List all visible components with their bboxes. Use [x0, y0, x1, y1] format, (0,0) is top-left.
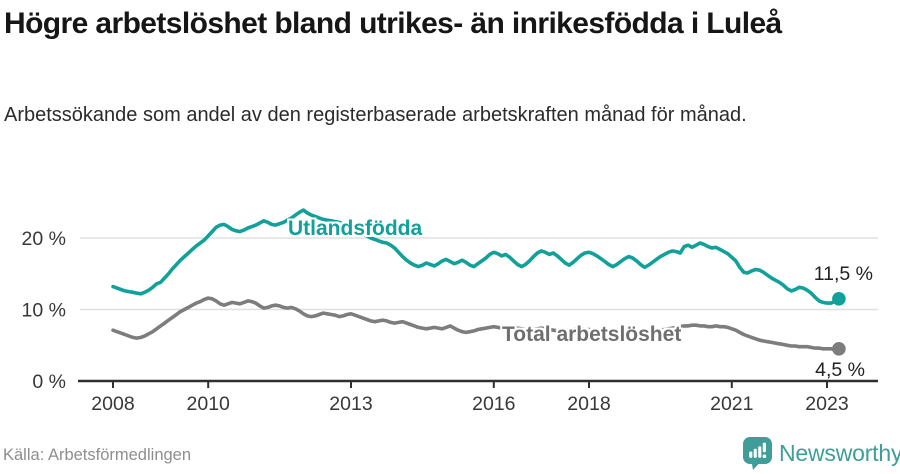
newsworthy-logo: Newsworthy — [743, 437, 900, 470]
page-title: Högre arbetslöshet bland utrikes- än inr… — [4, 7, 782, 40]
x-tick-label-2016: 2016 — [472, 393, 515, 415]
chart-series — [111, 208, 846, 356]
source-caption: Källa: Arbetsförmedlingen — [3, 446, 192, 464]
x-tick-label-2018: 2018 — [567, 393, 610, 415]
series-end-dot-0 — [832, 292, 846, 306]
series-end-dot-1 — [832, 342, 846, 356]
x-axis — [78, 379, 878, 388]
chart-subtitle: Arbetssökande som andel av den registerb… — [4, 104, 747, 126]
series-label-utlandsfodda: Utlandsfödda — [288, 217, 423, 240]
newsworthy-chart-bubble-icon — [743, 437, 772, 470]
y-tick-label-20: 20 % — [22, 228, 66, 250]
y-tick-label-10: 10 % — [22, 300, 66, 322]
end-value-label-total: 4,5 % — [815, 359, 865, 381]
gridlines — [80, 237, 878, 311]
x-tick-label-2023: 2023 — [805, 393, 848, 415]
x-tick-label-2008: 2008 — [91, 393, 134, 415]
x-tick-label-2021: 2021 — [710, 393, 753, 415]
x-tick-label-2010: 2010 — [187, 393, 231, 415]
newsworthy-wordmark: Newsworthy — [779, 440, 900, 466]
end-value-label-utlandsfodda: 11,5 % — [813, 263, 873, 285]
axis-tick-labels: 2008 2010 2013 2016 2018 2021 2023 0 % 10 % 20 % — [22, 228, 849, 415]
series-line-0 — [111, 208, 841, 305]
x-tick-label-2013: 2013 — [329, 393, 372, 415]
series-line-1 — [111, 296, 841, 352]
series-label-total-arbetsloshet: Total arbetslöshet — [502, 323, 682, 346]
y-tick-label-0: 0 % — [32, 371, 66, 393]
